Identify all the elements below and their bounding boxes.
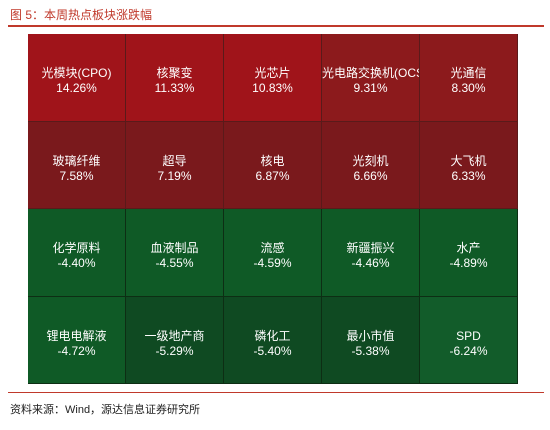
cell-change-value: 7.58%: [59, 168, 94, 183]
cell-sector-name: 最小市值: [346, 328, 395, 343]
cell-sector-name: 化学原料: [52, 241, 101, 255]
heatmap-cell: 光模块(CPO) 14.26%: [28, 34, 126, 122]
heatmap-cell: 超导 7.19%: [126, 121, 224, 209]
cell-change-value: 10.83%: [252, 81, 293, 95]
heatmap-cell: 磷化工 -5.40%: [224, 296, 322, 384]
cell-change-value: -4.59%: [253, 256, 292, 270]
heatmap-cell: 核电 6.87%: [224, 121, 322, 209]
cell-change-value: -4.55%: [155, 256, 194, 270]
heatmap-cell: 玻璃纤维 7.58%: [28, 121, 126, 209]
source-note: 资料来源：Wind，源达信息证券研究所: [10, 404, 201, 416]
cell-sector-name: 流感: [260, 241, 285, 255]
cell-change-value: -5.29%: [155, 343, 194, 358]
heatmap-cell: 化学原料 -4.40%: [28, 209, 126, 297]
cell-change-value: 11.33%: [154, 81, 195, 95]
heatmap-cell: 锂电电解液 -4.72%: [28, 296, 126, 384]
cell-sector-name: 血液制品: [150, 241, 199, 255]
cell-change-value: 6.87%: [255, 168, 290, 183]
cell-sector-name: SPD: [456, 328, 481, 343]
cell-change-value: -4.46%: [351, 256, 390, 270]
cell-change-value: 6.66%: [353, 168, 388, 183]
heatmap-grid: 光模块(CPO) 14.26% 核聚变 11.33% 光芯片 10.83% 光电路交换机(O…: [28, 34, 518, 384]
cell-sector-name: 磷化工: [254, 328, 291, 343]
heatmap-cell: 光芯片 10.83%: [224, 34, 322, 122]
cell-change-value: -6.24%: [449, 343, 488, 358]
cell-sector-name: 光模块(CPO): [41, 66, 112, 80]
cell-sector-name: 新疆振兴: [346, 241, 395, 255]
cell-change-value: 9.31%: [353, 81, 388, 95]
cell-change-value: 7.19%: [157, 168, 192, 183]
cell-change-value: -4.72%: [57, 343, 96, 358]
heatmap-cell: 光刻机 6.66%: [322, 121, 420, 209]
cell-sector-name: 光刻机: [352, 153, 389, 168]
cell-change-value: -5.38%: [351, 343, 390, 358]
cell-change-value: -5.40%: [253, 343, 292, 358]
heatmap-cell: 血液制品 -4.55%: [126, 209, 224, 297]
cell-change-value: 14.26%: [56, 81, 97, 95]
cell-change-value: 8.30%: [451, 81, 486, 95]
heatmap-cell: 一级地产商 -5.29%: [126, 296, 224, 384]
cell-sector-name: 光电路交换机(OCS: [322, 66, 420, 80]
heatmap-cell: SPD -6.24%: [420, 296, 518, 384]
cell-sector-name: 光芯片: [254, 66, 291, 80]
source-divider: [8, 392, 544, 393]
heatmap-cell: 光电路交换机(OCS 9.31%: [322, 34, 420, 122]
cell-sector-name: 锂电电解液: [46, 328, 107, 343]
cell-sector-name: 水产: [456, 241, 481, 255]
cell-change-value: 6.33%: [451, 168, 486, 183]
title-divider: [8, 25, 544, 27]
cell-sector-name: 核电: [260, 153, 285, 168]
heatmap-cell: 水产 -4.89%: [420, 209, 518, 297]
heatmap-cell: 最小市值 -5.38%: [322, 296, 420, 384]
cell-change-value: -4.40%: [57, 256, 96, 270]
heatmap-cell: 光通信 8.30%: [420, 34, 518, 122]
heatmap-cell: 大飞机 6.33%: [420, 121, 518, 209]
cell-sector-name: 核聚变: [156, 66, 193, 80]
cell-sector-name: 大飞机: [450, 153, 487, 168]
cell-change-value: -4.89%: [449, 256, 488, 270]
heatmap-cell: 流感 -4.59%: [224, 209, 322, 297]
heatmap-cell: 新疆振兴 -4.46%: [322, 209, 420, 297]
cell-sector-name: 玻璃纤维: [52, 153, 101, 168]
figure-title: 图 5：本周热点板块涨跌幅: [10, 8, 153, 22]
cell-sector-name: 一级地产商: [144, 328, 205, 343]
cell-sector-name: 光通信: [450, 66, 487, 80]
cell-sector-name: 超导: [162, 153, 187, 168]
heatmap-cell: 核聚变 11.33%: [126, 34, 224, 122]
